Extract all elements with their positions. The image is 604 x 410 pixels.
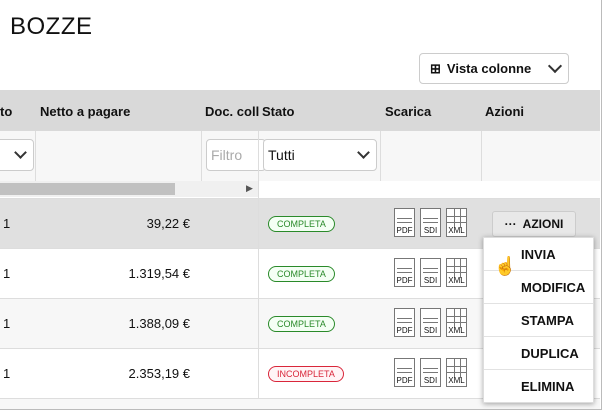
- doc-label: XML: [448, 326, 465, 335]
- scroll-right-arrow-icon[interactable]: ▶: [246, 183, 253, 193]
- download-xml-icon[interactable]: XML: [446, 258, 467, 287]
- header-azioni: Azioni: [485, 104, 524, 119]
- cell-netto: 39,22 €: [146, 216, 190, 231]
- download-pdf-icon[interactable]: PDF: [394, 358, 415, 387]
- download-pdf-icon[interactable]: PDF: [394, 258, 415, 287]
- azioni-button[interactable]: ··· AZIONI: [492, 211, 576, 237]
- cell-col1: 1: [3, 366, 11, 381]
- stato-filter-value: Tutti: [268, 147, 295, 163]
- header-col1[interactable]: to: [0, 104, 13, 119]
- doc-label: SDI: [423, 226, 438, 235]
- scrollbar-thumb[interactable]: [0, 183, 175, 195]
- download-pdf-icon[interactable]: PDF: [394, 208, 415, 237]
- menu-item-modifica[interactable]: MODIFICA: [484, 271, 593, 304]
- columns-icon: ⊞: [430, 60, 441, 76]
- stato-filter-select[interactable]: Tutti: [263, 139, 377, 171]
- menu-item-stampa[interactable]: STAMPA: [484, 304, 593, 337]
- header-scarica: Scarica: [385, 104, 432, 119]
- cell-col1: 1: [3, 266, 11, 281]
- azioni-label: AZIONI: [522, 217, 564, 231]
- chevron-down-icon: [547, 58, 563, 74]
- cell-netto: 1.388,09 €: [128, 316, 190, 331]
- cell-col1: 1: [3, 316, 11, 331]
- doc-label: PDF: [396, 376, 413, 385]
- download-sdi-icon[interactable]: SDI: [420, 258, 441, 287]
- status-badge: COMPLETA: [268, 216, 335, 232]
- doc-label: XML: [448, 226, 465, 235]
- status-badge: COMPLETA: [268, 316, 335, 332]
- chevron-down-icon: [14, 146, 27, 159]
- download-xml-icon[interactable]: XML: [446, 208, 467, 237]
- download-sdi-icon[interactable]: SDI: [420, 358, 441, 387]
- header-netto[interactable]: Netto a pagare: [40, 104, 131, 119]
- cell-col1: 1: [3, 216, 11, 231]
- doc-label: PDF: [396, 326, 413, 335]
- doc-label: PDF: [396, 226, 413, 235]
- table-header: to Netto a pagare Doc. coll Stato Scaric…: [0, 90, 600, 131]
- cell-netto: 1.319,54 €: [128, 266, 190, 281]
- col1-filter-select[interactable]: [0, 139, 34, 171]
- more-dots-icon: ···: [504, 217, 517, 231]
- table-row[interactable]: [0, 398, 600, 409]
- download-xml-icon[interactable]: XML: [446, 358, 467, 387]
- menu-item-invia[interactable]: INVIA: [484, 238, 593, 271]
- status-badge: COMPLETA: [268, 266, 335, 282]
- doc-label: SDI: [423, 326, 438, 335]
- menu-item-elimina[interactable]: ELIMINA: [521, 379, 575, 394]
- column-view-button[interactable]: ⊞ Vista colonne: [419, 53, 569, 84]
- download-pdf-icon[interactable]: PDF: [394, 308, 415, 337]
- doc-label: XML: [448, 276, 465, 285]
- doc-label: SDI: [423, 276, 438, 285]
- chevron-down-icon: [357, 146, 370, 159]
- filter-row: Filtro Tutti: [0, 131, 600, 199]
- hand-cursor-icon: ☝: [494, 256, 517, 276]
- doc-label: XML: [448, 376, 465, 385]
- actions-menu: INVIA MODIFICA STAMPA DUPLICA ELIMINA: [483, 237, 594, 403]
- status-badge: INCOMPLETA: [268, 366, 344, 382]
- download-sdi-icon[interactable]: SDI: [420, 208, 441, 237]
- doc-filter-input[interactable]: Filtro: [206, 139, 266, 171]
- column-view-label: Vista colonne: [446, 61, 532, 76]
- doc-label: SDI: [423, 376, 438, 385]
- download-xml-icon[interactable]: XML: [446, 308, 467, 337]
- cell-netto: 2.353,19 €: [128, 366, 190, 381]
- header-stato[interactable]: Stato: [262, 104, 295, 119]
- table-row[interactable]: 1 39,22 € COMPLETA PDF SDI XML ··· AZIONI: [0, 198, 600, 249]
- header-doc-coll[interactable]: Doc. coll: [205, 104, 260, 119]
- page-title: BOZZE: [10, 13, 93, 40]
- menu-item-duplica[interactable]: DUPLICA: [484, 337, 593, 370]
- download-sdi-icon[interactable]: SDI: [420, 308, 441, 337]
- doc-label: PDF: [396, 276, 413, 285]
- horizontal-scrollbar[interactable]: ▶: [0, 181, 258, 197]
